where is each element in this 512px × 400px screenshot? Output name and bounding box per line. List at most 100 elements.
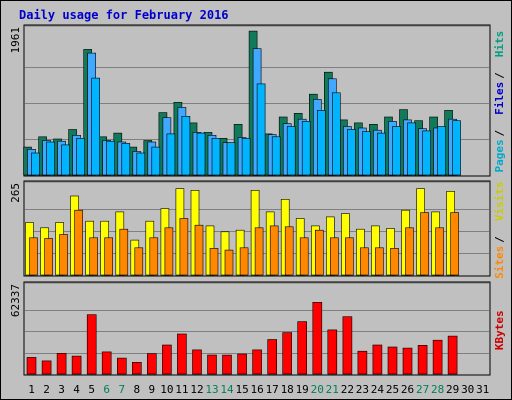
x-tick-day-17: 17 — [266, 383, 279, 396]
bar-kbytes-day-2 — [41, 360, 52, 375]
x-tick-day-10: 10 — [160, 383, 173, 396]
bar-sites-day-29 — [450, 212, 459, 276]
bar-kbytes-day-5 — [86, 314, 97, 375]
bar-kbytes-day-21 — [327, 329, 338, 375]
x-tick-day-6: 6 — [103, 383, 110, 396]
bar-sites-day-6 — [104, 237, 113, 276]
bar-kbytes-day-12 — [192, 349, 202, 375]
x-tick-day-9: 9 — [148, 383, 155, 396]
x-tick-day-11: 11 — [175, 383, 188, 396]
bar-sites-day-7 — [119, 228, 129, 276]
bar-kbytes-day-27 — [417, 344, 428, 375]
bar-pages-day-10 — [166, 133, 176, 176]
y-max-label: 62337 — [9, 284, 22, 317]
bar-sites-day-23 — [360, 247, 369, 276]
bar-kbytes-day-1 — [26, 357, 37, 375]
bar-pages-day-7 — [121, 143, 131, 176]
x-tick-day-8: 8 — [133, 383, 140, 396]
bar-pages-day-24 — [377, 132, 386, 176]
bar-sites-day-20 — [314, 229, 324, 276]
bar-kbytes-day-11 — [177, 333, 187, 375]
legend-separator: / — [493, 130, 506, 137]
bar-kbytes-day-20 — [312, 301, 323, 375]
legend-visits: Visits — [493, 182, 506, 222]
bar-sites-day-1 — [29, 237, 38, 276]
legend-hits: Hits — [493, 31, 506, 58]
panel-2: 265 Sites / Visits — [9, 180, 506, 279]
bar-sites-day-2 — [44, 238, 53, 276]
bar-sites-day-3 — [59, 234, 68, 276]
bar-sites-day-19 — [299, 237, 309, 276]
bar-sites-day-8 — [134, 247, 144, 276]
legend-files: Files — [493, 82, 506, 115]
bar-kbytes-day-6 — [101, 351, 112, 375]
bar-pages-day-17 — [271, 136, 281, 176]
x-tick-day-1: 1 — [28, 383, 35, 396]
chart-title: Daily usage for February 2016 — [19, 8, 229, 22]
x-tick-day-27: 27 — [416, 383, 429, 396]
bar-sites-day-22 — [345, 237, 354, 276]
bar-pages-day-8 — [136, 152, 146, 176]
bar-sites-day-24 — [375, 247, 384, 276]
legend-separator: / — [493, 72, 506, 79]
panel-legend: Pages / Files / Hits — [493, 31, 506, 173]
bar-sites-day-28 — [435, 227, 444, 276]
bar-pages-day-23 — [362, 131, 371, 176]
bar-kbytes-day-28 — [432, 339, 443, 375]
bar-pages-day-4 — [76, 138, 85, 176]
bar-pages-day-1 — [31, 152, 40, 176]
x-tick-day-7: 7 — [118, 383, 125, 396]
x-axis-labels: 1 2 3 4 5 6 7 8 9 10 11 12 13 14 15 16 17 18 19 20 21 22 23 24 2… — [28, 383, 489, 396]
bar-kbytes-day-13 — [207, 354, 217, 375]
bar-pages-day-28 — [437, 126, 446, 176]
series-sites — [29, 209, 459, 276]
bar-kbytes-day-17 — [267, 339, 278, 375]
x-tick-day-30: 30 — [461, 383, 474, 396]
bar-pages-day-11 — [181, 116, 191, 176]
bar-sites-day-25 — [390, 248, 399, 276]
bar-pages-day-14 — [226, 142, 236, 176]
bar-pages-day-3 — [61, 144, 70, 176]
bar-kbytes-day-16 — [252, 349, 262, 375]
bar-pages-day-25 — [392, 126, 401, 176]
bar-kbytes-day-8 — [132, 361, 142, 375]
bar-sites-day-10 — [164, 227, 174, 276]
bar-kbytes-day-24 — [372, 344, 383, 375]
panel-1: 1961 Pages / Files / Hits — [9, 24, 506, 177]
bar-pages-day-2 — [46, 141, 55, 176]
x-tick-day-3: 3 — [58, 383, 65, 396]
panel-3: 62337 KBytes — [9, 281, 506, 376]
y-max-label: 1961 — [9, 27, 22, 54]
bar-kbytes-day-23 — [357, 350, 368, 375]
bar-kbytes-day-29 — [447, 335, 458, 375]
bar-pages-day-12 — [196, 132, 206, 176]
bar-pages-day-26 — [407, 122, 416, 176]
bar-sites-day-12 — [194, 224, 204, 276]
bar-kbytes-day-9 — [147, 353, 157, 375]
legend-separator: / — [493, 236, 506, 243]
x-tick-day-12: 12 — [190, 383, 203, 396]
bar-pages-day-18 — [286, 126, 296, 176]
x-tick-day-20: 20 — [311, 383, 324, 396]
legend-kbytes: KBytes — [493, 310, 506, 350]
bar-pages-day-29 — [452, 120, 461, 176]
bar-kbytes-day-25 — [387, 346, 398, 375]
bar-kbytes-day-22 — [342, 316, 353, 375]
bar-sites-day-26 — [405, 227, 414, 276]
bar-sites-day-21 — [329, 237, 339, 276]
x-tick-day-31: 31 — [476, 383, 489, 396]
panel-legend: KBytes — [493, 310, 506, 350]
x-tick-day-24: 24 — [371, 383, 385, 396]
bar-sites-day-4 — [74, 209, 83, 276]
bar-sites-day-9 — [149, 237, 159, 276]
x-tick-day-5: 5 — [88, 383, 95, 396]
bar-sites-day-17 — [269, 225, 279, 276]
x-tick-day-22: 22 — [341, 383, 354, 396]
x-tick-day-19: 19 — [296, 383, 309, 396]
series-pages — [31, 77, 461, 176]
bar-pages-day-22 — [347, 129, 356, 176]
legend-sites: Sites — [493, 246, 506, 279]
bar-pages-day-16 — [256, 83, 266, 176]
x-tick-day-13: 13 — [205, 383, 218, 396]
bar-sites-day-27 — [420, 212, 429, 276]
